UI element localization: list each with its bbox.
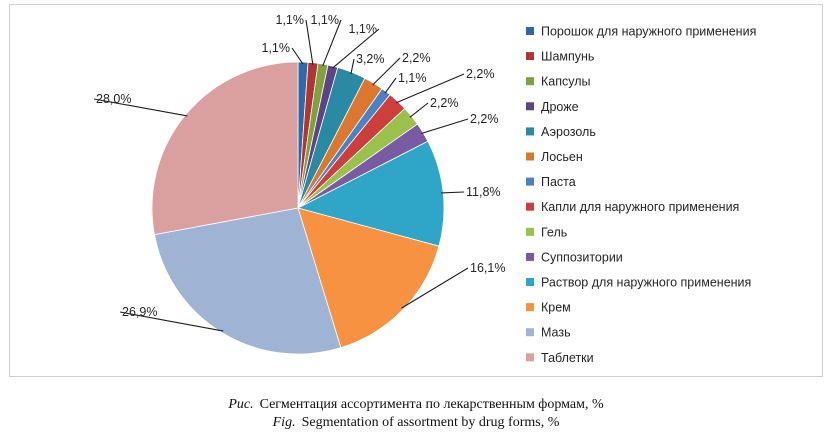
leader-line — [372, 57, 401, 86]
legend-label: Паста — [541, 175, 576, 189]
slice-label: 2,2% — [470, 112, 499, 126]
legend-label: Капли для наружного применения — [541, 200, 739, 214]
leader-line — [322, 19, 342, 67]
legend-swatch — [526, 278, 534, 286]
legend-label: Суппозитории — [541, 250, 623, 264]
legend-label: Аэрозоль — [541, 125, 596, 139]
legend-swatch — [526, 77, 534, 86]
legend-swatch — [526, 177, 534, 186]
legend-swatch — [526, 127, 534, 136]
slice-label: 2,2% — [430, 96, 459, 110]
legend-label: Лосьен — [541, 150, 583, 164]
pie-chart: 1,1%1,1% 1,1%1,1%3,2% 2,2%1,1% 2,2%2,2%2,2%… — [93, 13, 756, 365]
legend-label: Шампунь — [541, 50, 594, 64]
slice-label: 28,0% — [96, 92, 131, 106]
leader-line — [396, 73, 465, 104]
leader-line — [384, 77, 397, 94]
legend-swatch — [526, 353, 534, 362]
legend-swatch — [526, 27, 534, 35]
leader-line — [291, 47, 304, 65]
leader-line — [409, 102, 429, 118]
slice-12 — [297, 207, 440, 349]
slice-label: 2,2% — [466, 67, 495, 81]
caption-en-tag: Fig. — [272, 415, 296, 430]
leader-line — [305, 19, 314, 65]
legend-swatch — [526, 303, 534, 312]
legend-swatch — [526, 227, 534, 236]
slice-label: 1,1% — [311, 13, 340, 27]
slice-label: 26,9% — [122, 305, 157, 319]
slice-labels: 1,1%1,1% 1,1%1,1%3,2% 2,2%1,1% 2,2%2,2%2,2%… — [96, 13, 505, 319]
legend-label: Дроже — [541, 100, 579, 114]
leader-line — [441, 191, 465, 194]
legend: Порошок для наружного применения Шампунь К… — [526, 25, 756, 365]
legend-swatch — [526, 102, 534, 111]
slice-13 — [153, 207, 342, 355]
legend-label: Мазь — [541, 326, 571, 340]
leader-line — [350, 58, 355, 75]
slice-label: 1,1% — [276, 13, 305, 27]
legend-label: Раствор для наружного применения — [541, 276, 751, 290]
legend-swatch — [526, 52, 534, 61]
caption-en: Fig. Segmentation of assortment by drug f… — [0, 415, 832, 431]
caption-ru-text: Сегментация ассортимента по лекарственны… — [259, 397, 604, 412]
caption-ru-tag: Рис. — [228, 397, 254, 412]
slice-label: 1,1% — [349, 22, 378, 36]
caption-ru: Рис. Сегментация ассортимента по лекарств… — [0, 397, 832, 413]
slice-label: 3,2% — [356, 52, 385, 66]
legend-label: Крем — [541, 301, 571, 315]
legend-swatch — [526, 252, 534, 261]
legend-label: Таблетки — [541, 351, 594, 365]
slice-label: 11,8% — [466, 185, 501, 199]
slice-14 — [151, 61, 299, 236]
caption-en-text: Segmentation of assortment by drug forms… — [301, 415, 560, 430]
leader-line — [421, 118, 469, 135]
legend-label: Порошок для наружного применения — [541, 25, 756, 39]
leader-line — [119, 311, 224, 332]
slice-label: 16,1% — [470, 261, 505, 275]
legend-swatch — [526, 152, 534, 161]
leader-lines — [93, 19, 469, 332]
leader-line — [332, 28, 380, 69]
legend-swatch — [526, 328, 534, 337]
leader-line — [401, 267, 469, 309]
slice-label: 2,2% — [402, 51, 431, 65]
legend-label: Капсулы — [541, 75, 591, 89]
legend-label: Гель — [541, 225, 567, 239]
slice-label: 1,1% — [398, 71, 427, 85]
leader-line — [93, 98, 188, 117]
legend-swatch — [526, 202, 534, 211]
slice-label: 1,1% — [262, 41, 291, 55]
pie-slices — [151, 61, 445, 355]
